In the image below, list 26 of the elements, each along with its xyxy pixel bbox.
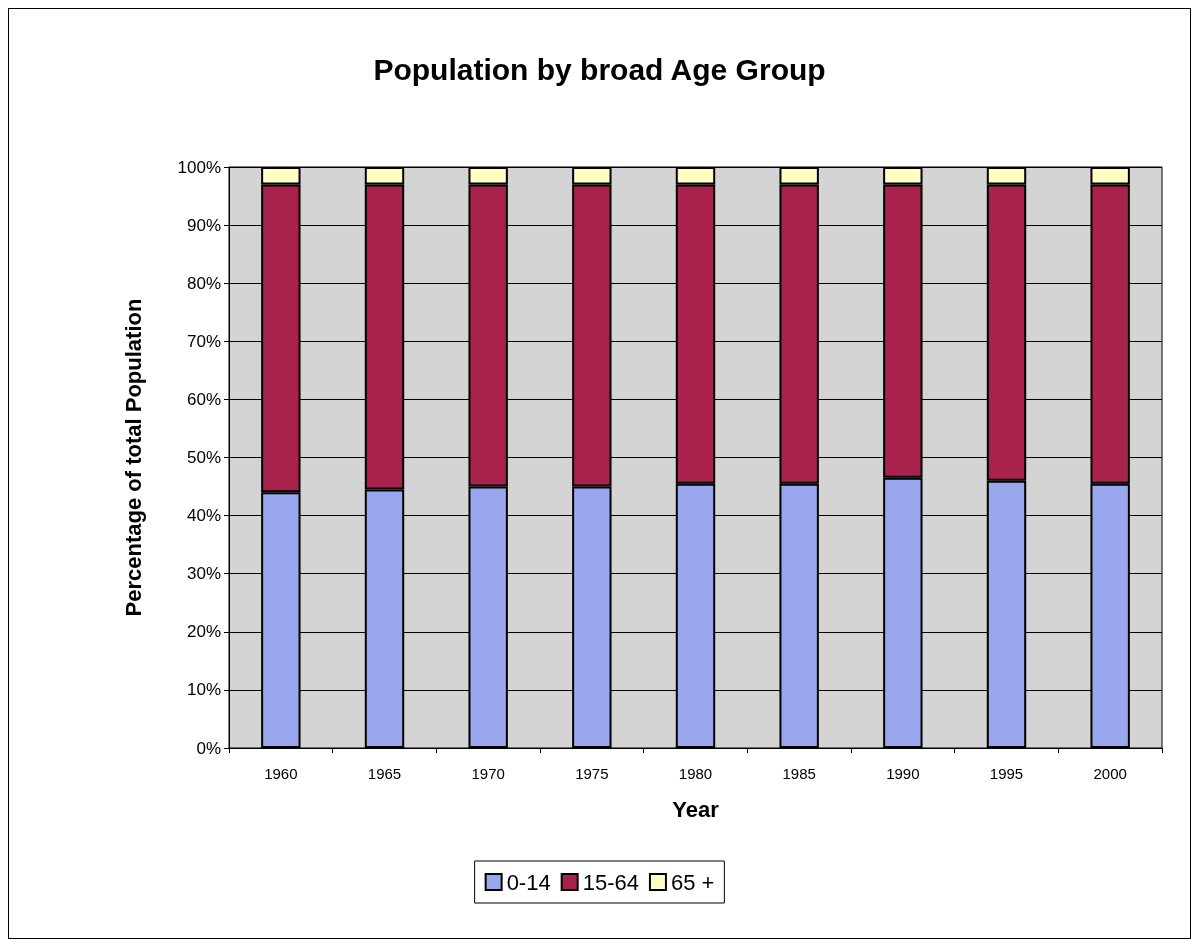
x-tick-label: 1990 bbox=[886, 765, 920, 782]
y-tick-label: 40% bbox=[186, 506, 221, 526]
x-tick-label: 1985 bbox=[782, 765, 816, 782]
x-tick-label: 1995 bbox=[989, 765, 1024, 782]
legend-label: 15-64 bbox=[582, 869, 639, 895]
y-tick-label: 80% bbox=[186, 273, 221, 293]
legend-label: 65 + bbox=[670, 869, 715, 895]
y-tick-label: 60% bbox=[186, 389, 221, 409]
x-tick-label: 1960 bbox=[264, 765, 298, 782]
y-tick-label: 90% bbox=[186, 215, 221, 235]
y-tick-label: 20% bbox=[186, 622, 221, 642]
y-tick-label: 0% bbox=[196, 738, 221, 758]
x-tick-label: 1980 bbox=[678, 765, 713, 782]
x-tick-label: 1965 bbox=[367, 765, 402, 782]
y-tick-label: 70% bbox=[186, 331, 221, 351]
y-tick-label: 30% bbox=[186, 564, 221, 584]
chart-title: Population by broad Age Group bbox=[373, 52, 826, 86]
x-tick-label: 1975 bbox=[575, 765, 609, 782]
y-tick-label: 10% bbox=[186, 680, 221, 700]
legend-label: 0-14 bbox=[506, 869, 551, 895]
y-tick-label: 100% bbox=[177, 157, 221, 177]
x-tick-label: 2000 bbox=[1093, 765, 1127, 782]
x-axis-title: Year bbox=[672, 796, 720, 822]
x-tick-label: 1970 bbox=[471, 765, 505, 782]
y-tick-label: 50% bbox=[186, 448, 221, 467]
y-axis-title: Percentage of total Population bbox=[120, 298, 146, 617]
